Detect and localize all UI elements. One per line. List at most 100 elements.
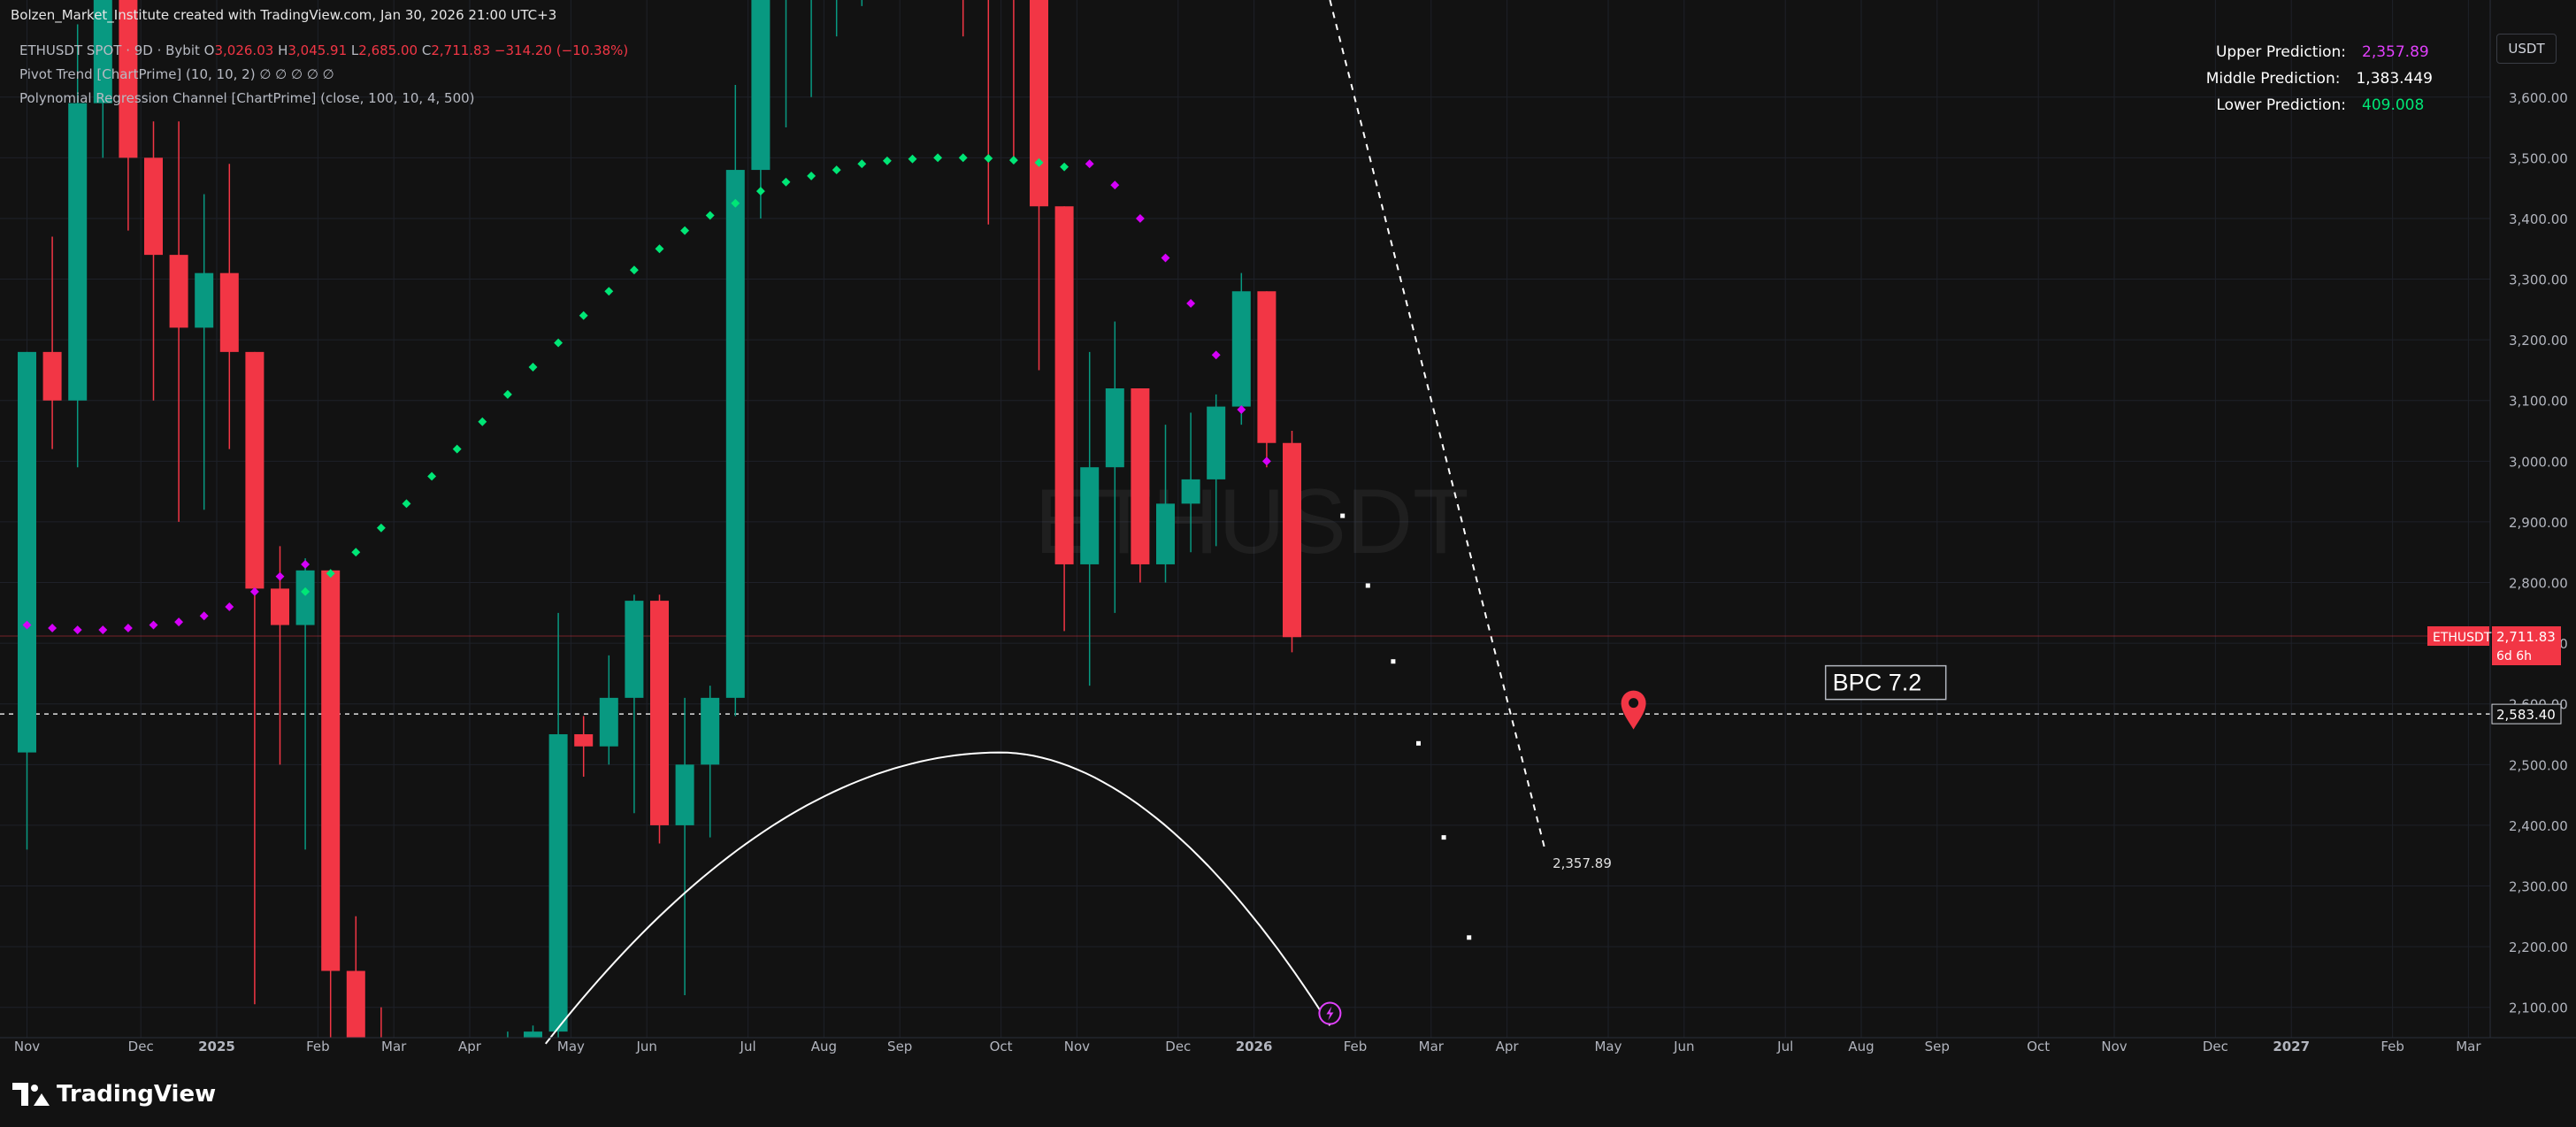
candle-bearish[interactable]	[144, 121, 163, 401]
ohlc-low: L2,685.00	[350, 42, 418, 58]
indicator-polynomial-regression[interactable]: Polynomial Regression Channel [ChartPrim…	[19, 90, 475, 106]
candle-body	[1105, 388, 1124, 468]
candle-bullish[interactable]	[1181, 412, 1200, 553]
candle-bearish[interactable]	[1131, 388, 1150, 583]
currency-button[interactable]: USDT	[2496, 34, 2557, 64]
y-tick-label: 3,000.00	[2509, 454, 2568, 470]
candle-bullish[interactable]	[524, 1025, 542, 1038]
pivot-dot-bearish	[1110, 180, 1120, 190]
pivot-dot-bearish	[301, 559, 310, 569]
x-tick-label: Nov	[14, 1039, 40, 1054]
candle-bearish[interactable]	[321, 570, 341, 1038]
candle-bullish[interactable]	[18, 351, 36, 850]
pivot-dot-bearish	[1211, 350, 1221, 360]
tradingview-logo[interactable]: TradingView	[12, 1081, 216, 1108]
location-pin-icon[interactable]	[1621, 690, 1646, 730]
pivot-dot-bearish	[249, 586, 259, 596]
candle-bullish[interactable]	[725, 85, 745, 717]
candle-body	[346, 970, 365, 1038]
candle-bearish[interactable]	[169, 121, 188, 522]
candle-bearish[interactable]	[119, 0, 138, 231]
x-tick-label: Aug	[811, 1039, 837, 1054]
upper-prediction-value: 2,357.89	[2362, 43, 2429, 61]
candle-bearish[interactable]	[1030, 0, 1048, 371]
pivot-dot-bullish	[933, 153, 943, 163]
pivot-dot-bullish	[705, 211, 715, 220]
candle-bullish[interactable]	[701, 686, 720, 838]
candle-body	[625, 601, 644, 698]
candle-body	[548, 734, 568, 1032]
candle-bullish[interactable]	[195, 194, 214, 510]
candle-bearish[interactable]	[574, 716, 594, 778]
x-tick-label: Apr	[1496, 1039, 1520, 1054]
symbol-legend-row[interactable]: ETHUSDT SPOT · 9D · Bybit O3,026.03 H3,0…	[19, 39, 628, 63]
x-tick-label: 2025	[198, 1039, 235, 1054]
candle-body	[18, 351, 36, 753]
candle-bearish[interactable]	[245, 351, 264, 1005]
pivot-dot-bullish	[478, 417, 487, 426]
candle-bearish[interactable]	[42, 236, 62, 449]
candle-body	[1283, 442, 1301, 638]
candle-bearish[interactable]	[1054, 206, 1074, 632]
candle-bearish[interactable]	[271, 546, 289, 765]
pivot-dot-bullish	[376, 523, 386, 533]
pivot-dot-bullish	[832, 165, 841, 175]
x-tick-label: Feb	[306, 1039, 330, 1054]
x-tick-label: Sep	[887, 1039, 912, 1054]
x-tick-label: Nov	[1064, 1039, 1090, 1054]
pivot-dot-bearish	[275, 571, 285, 581]
candle-bearish[interactable]	[1283, 431, 1301, 653]
pivot-dot-bullish	[604, 287, 614, 296]
pivot-dot-bullish	[427, 472, 437, 481]
candle-bullish[interactable]	[751, 0, 770, 218]
bpc-label[interactable]: BPC 7.2	[1824, 664, 1947, 701]
candle-body	[599, 697, 618, 747]
candle-bearish[interactable]	[219, 164, 239, 449]
pivot-dot-bearish	[73, 625, 82, 634]
pivot-dot-bearish	[1085, 159, 1094, 169]
x-tick-label: Jul	[1776, 1039, 1793, 1054]
candle-bullish[interactable]	[93, 0, 112, 158]
x-axis: Nov Dec 2025 Feb Mar Apr May Jun Jul Aug Sep Oct Nov…	[14, 1039, 2482, 1054]
x-tick-label: Dec	[128, 1039, 154, 1054]
candle-bullish[interactable]	[625, 594, 644, 814]
crosshair-badge-box	[2491, 703, 2562, 724]
candle-body	[119, 0, 138, 158]
indicator-pivot-trend[interactable]: Pivot Trend [ChartPrime] (10, 10, 2) ∅ ∅…	[19, 66, 334, 82]
x-tick-label: Jun	[1673, 1039, 1694, 1054]
y-tick-label: 2,300.00	[2509, 879, 2568, 895]
candle-bullish[interactable]	[68, 24, 88, 468]
candle-bearish[interactable]	[1257, 291, 1276, 468]
candle-bearish[interactable]	[650, 594, 669, 844]
candle-bullish[interactable]	[1080, 351, 1100, 686]
candle-body	[1207, 406, 1226, 479]
y-tick-label: 3,300.00	[2509, 272, 2568, 288]
candle-bullish[interactable]	[1105, 321, 1124, 613]
pivot-dot-bullish	[781, 177, 791, 187]
chart-legend: ETHUSDT SPOT · 9D · Bybit O3,026.03 H3,0…	[19, 39, 628, 111]
bpc-label-box	[1824, 664, 1947, 701]
candle-bullish[interactable]	[548, 612, 568, 1038]
x-tick-label: Jun	[635, 1039, 656, 1054]
candle-bullish[interactable]	[675, 697, 694, 995]
lightning-icon[interactable]	[1318, 1001, 1342, 1025]
ohlc-change: −314.20 (−10.38%)	[494, 42, 629, 58]
candle-bullish[interactable]	[295, 558, 315, 850]
symbol-tag-text: ETHUSDT	[2433, 631, 2492, 645]
candle-bullish[interactable]	[1156, 425, 1175, 583]
candle-bullish[interactable]	[599, 655, 618, 765]
crosshair-price-badge[interactable]: 2,583.40	[2491, 703, 2562, 724]
last-price-badge[interactable]: ETHUSDT 2,711.83 6d 6h	[2427, 626, 2561, 666]
pivot-dot-bullish	[680, 226, 690, 235]
candle-bullish[interactable]	[1207, 394, 1226, 547]
pivot-dot-bearish	[1186, 299, 1196, 308]
candle-body	[42, 351, 62, 401]
candle-bearish[interactable]	[346, 916, 365, 1038]
candle-body	[675, 764, 694, 825]
x-tick-label: Mar	[1419, 1039, 1445, 1054]
candle-body	[68, 103, 88, 401]
symbol-watermark: ETHUSDT	[1034, 471, 1468, 573]
lightning-bolt	[1326, 1006, 1334, 1021]
candle-bullish[interactable]	[1231, 272, 1251, 426]
